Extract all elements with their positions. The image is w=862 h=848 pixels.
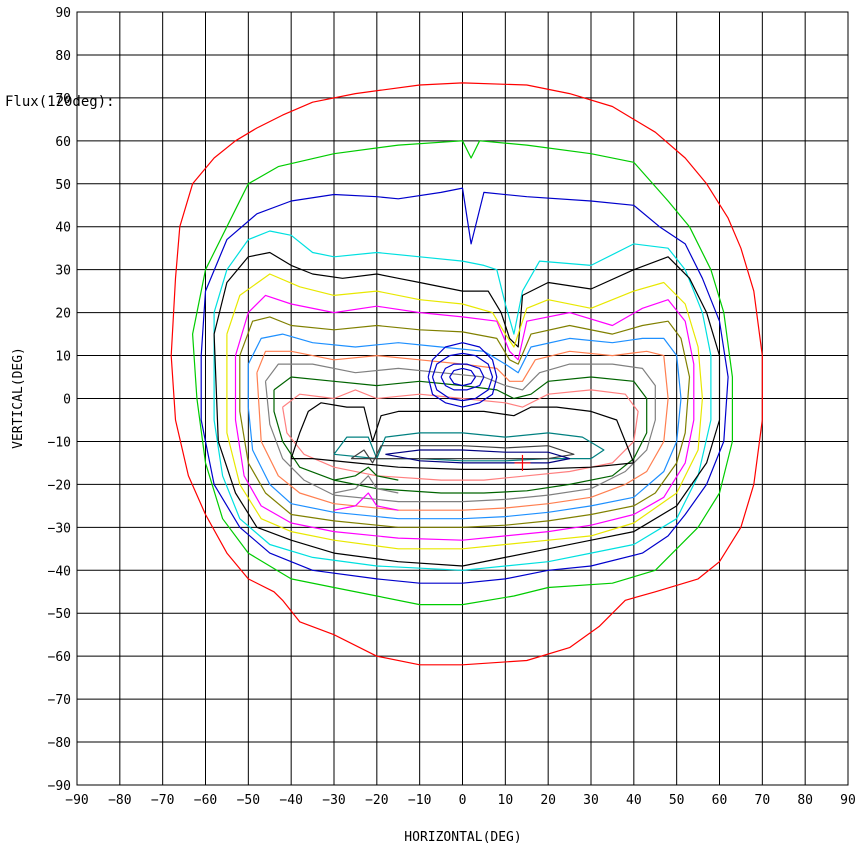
contour-line-16 (385, 449, 571, 464)
contour-line-15 (350, 445, 575, 464)
x-tick-label: −20 (365, 793, 388, 808)
contour-line-23 (333, 466, 399, 481)
contour-line-1 (192, 140, 734, 606)
x-tick-label: 90 (840, 793, 856, 808)
y-tick-label: −50 (48, 607, 71, 622)
contour-line-21 (333, 492, 399, 511)
contour-line-17 (427, 342, 498, 408)
y-tick-label: −10 (48, 435, 71, 450)
contour-line-5 (226, 273, 704, 550)
plot-frame (76, 11, 849, 786)
x-tick-label: 60 (712, 793, 728, 808)
center-marker (514, 454, 531, 471)
x-tick-label: −30 (322, 793, 345, 808)
y-axis-title: VERTICAL(DEG) (11, 347, 26, 449)
x-tick-label: 0 (459, 793, 467, 808)
x-tick-label: 80 (797, 793, 813, 808)
y-tick-label: −80 (48, 736, 71, 751)
contour-line-7 (239, 316, 691, 528)
contour-line-22 (333, 475, 399, 494)
contour-line-0 (170, 82, 763, 666)
contour-line-9 (256, 350, 669, 511)
y-tick-label: 90 (55, 6, 71, 21)
y-tick-label: 70 (55, 92, 71, 107)
x-tick-label: −60 (194, 793, 217, 808)
contour-line-19 (440, 363, 485, 391)
contour-line-2 (200, 187, 729, 584)
x-tick-label: 10 (498, 793, 514, 808)
x-tick-labels: −90 −80 −70 −60 −50 −40 −30 −20 −10 0 10 20 30 40 50 60… (65, 793, 856, 808)
x-tick-label: −40 (279, 793, 302, 808)
y-tick-label: 80 (55, 49, 71, 64)
contour-line-20 (449, 367, 476, 387)
contour-line-4 (213, 251, 721, 567)
y-tick-label: 40 (55, 221, 71, 236)
y-tick-label: 20 (55, 307, 71, 322)
y-tick-label: −30 (48, 521, 71, 536)
x-tick-label: −80 (108, 793, 131, 808)
x-tick-label: 40 (626, 793, 642, 808)
y-tick-label: 0 (63, 393, 71, 408)
y-tick-label: 10 (55, 350, 71, 365)
x-tick-label: −90 (65, 793, 88, 808)
y-tick-label: −90 (48, 779, 71, 794)
y-tick-label: −20 (48, 478, 71, 493)
y-tick-labels: −90 −80 −70 −60 −50 −40 −30 −20 −10 0 10 20 30 40 50 60… (48, 6, 71, 794)
x-tick-label: −50 (237, 793, 260, 808)
y-tick-label: 50 (55, 178, 71, 193)
contour-line-3 (213, 230, 712, 571)
contour-line-18 (431, 352, 494, 402)
y-tick-label: −70 (48, 693, 71, 708)
y-tick-label: 30 (55, 264, 71, 279)
y-tick-label: 60 (55, 135, 71, 150)
chart-annotation: Flux(120deg): (5, 94, 115, 110)
contour-line-12 (282, 389, 639, 481)
x-tick-label: −70 (151, 793, 174, 808)
x-tick-label: 30 (583, 793, 599, 808)
y-tick-label: −60 (48, 650, 71, 665)
x-tick-label: −10 (408, 793, 431, 808)
x-tick-label: 20 (540, 793, 556, 808)
x-axis-title: HORIZONTAL(DEG) (404, 830, 521, 845)
x-tick-label: 50 (669, 793, 685, 808)
contour-line-11 (273, 376, 648, 494)
contour-line-8 (247, 333, 682, 520)
x-tick-label: 70 (755, 793, 771, 808)
contour-line-10 (264, 363, 656, 503)
contour-line-6 (234, 294, 695, 541)
contour-lines (170, 82, 763, 666)
y-tick-label: −40 (48, 564, 71, 579)
contour-line-14 (333, 432, 605, 462)
contour-line-13 (290, 402, 635, 470)
